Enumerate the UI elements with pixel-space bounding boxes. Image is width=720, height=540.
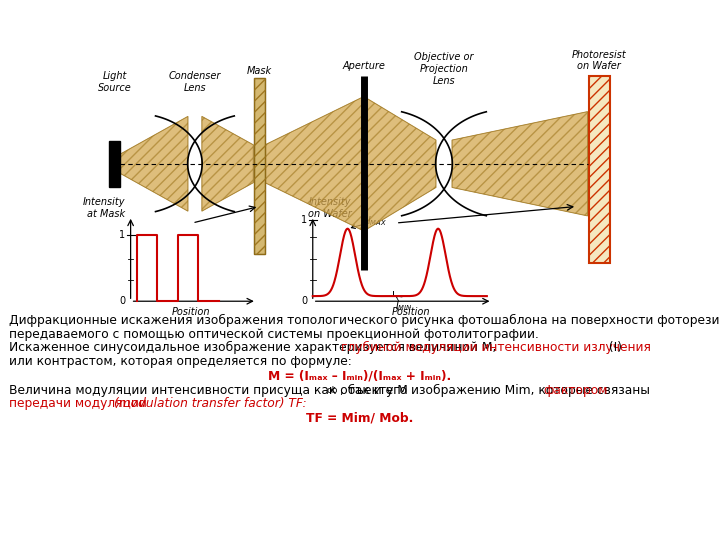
Text: 0: 0: [301, 296, 307, 306]
Text: передачи модуляции: передачи модуляции: [9, 397, 151, 410]
Text: 1: 1: [301, 215, 307, 225]
Text: Intensity
on Wafer: Intensity on Wafer: [307, 197, 351, 219]
Polygon shape: [265, 97, 362, 230]
Text: Position: Position: [392, 307, 431, 318]
Bar: [253, 78, 265, 254]
Polygon shape: [202, 116, 253, 211]
Text: Intensity
at Mask: Intensity at Mask: [83, 197, 125, 219]
Text: TF = Mim/ Mob.: TF = Mim/ Mob.: [306, 411, 414, 424]
Text: Aperture: Aperture: [342, 62, 385, 71]
Text: (modulation transfer factor) TF:: (modulation transfer factor) TF:: [114, 397, 307, 410]
Text: M = (Iₘₐₓ – Iₘᵢₙ)/(Iₘₐₓ + Iₘᵢₙ).: M = (Iₘₐₓ – Iₘᵢₙ)/(Iₘₐₓ + Iₘᵢₙ).: [269, 369, 451, 382]
Text: , так и его изображению Mim, которые связаны: , так и его изображению Mim, которые свя…: [340, 384, 654, 397]
Text: Condenser
Lens: Condenser Lens: [168, 71, 221, 93]
Bar: [589, 76, 610, 264]
Bar: [589, 76, 610, 264]
Text: или контрастом, которая определяется по формуле:: или контрастом, которая определяется по …: [9, 355, 352, 368]
Text: Величина модуляции интенсивности присуща как объекту M: Величина модуляции интенсивности присуща…: [9, 384, 408, 397]
Text: глубиной модуляции интенсивности излучения: глубиной модуляции интенсивности излучен…: [341, 341, 650, 354]
Text: Photoresist
on Wafer: Photoresist on Wafer: [572, 50, 626, 71]
Bar: [109, 141, 120, 187]
Polygon shape: [452, 112, 588, 216]
Text: фактором: фактором: [543, 384, 608, 397]
Text: Position: Position: [171, 307, 210, 318]
Text: ob: ob: [327, 386, 338, 395]
Polygon shape: [120, 116, 188, 211]
Text: $I_{MAX}$: $I_{MAX}$: [351, 214, 387, 228]
Polygon shape: [365, 97, 436, 230]
Bar: [253, 78, 265, 254]
Text: Mask: Mask: [247, 66, 271, 76]
Text: (I): (I): [605, 341, 622, 354]
Text: 0: 0: [119, 296, 125, 306]
Text: $I_{MIN}$: $I_{MIN}$: [395, 300, 412, 313]
Text: Искаженное синусоидальное изображение характеризуется величиной M,: Искаженное синусоидальное изображение ха…: [9, 341, 500, 354]
Text: передаваемого с помощью оптической системы проекционной фотолитографии.: передаваемого с помощью оптической систе…: [9, 328, 539, 341]
Text: Light
Source: Light Source: [98, 71, 132, 93]
Text: Дифракционные искажения изображения топологического рисунка фотошаблона на повер: Дифракционные искажения изображения топо…: [9, 314, 720, 327]
Text: Objective or
Projection
Lens: Objective or Projection Lens: [414, 52, 474, 85]
Text: 1: 1: [119, 230, 125, 240]
